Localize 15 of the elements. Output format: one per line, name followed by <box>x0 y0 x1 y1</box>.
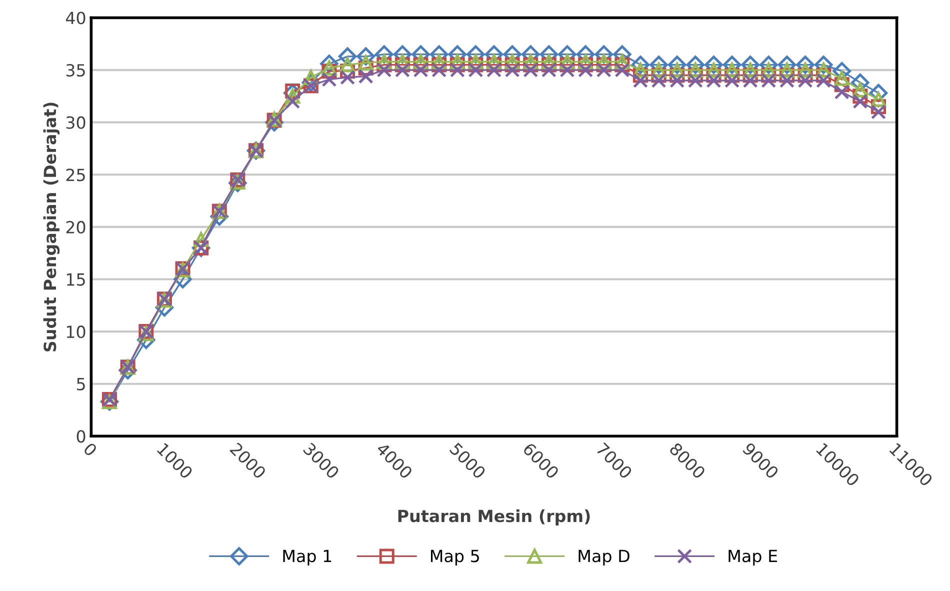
x-axis-title: Putaran Mesin (rpm) <box>398 509 590 526</box>
y-tick-label: 30 <box>66 116 86 129</box>
y-tick-label: 25 <box>66 168 85 182</box>
legend-label: Map D <box>578 550 630 566</box>
legend-label: Map 5 <box>430 550 479 566</box>
y-tick-label: 15 <box>66 273 85 286</box>
y-tick-label: 20 <box>66 220 86 234</box>
legend-label: Map E <box>728 550 777 566</box>
y-tick-label: 35 <box>66 64 85 77</box>
y-tick-label: 5 <box>77 378 85 390</box>
y-tick-label: 0 <box>76 430 86 443</box>
y-tick-label: 40 <box>66 12 86 24</box>
y-tick-label: 10 <box>66 326 86 338</box>
y-axis-title: Sudut Pengapian (Derajat) <box>43 102 60 352</box>
legend-label: Map 1 <box>283 550 332 566</box>
